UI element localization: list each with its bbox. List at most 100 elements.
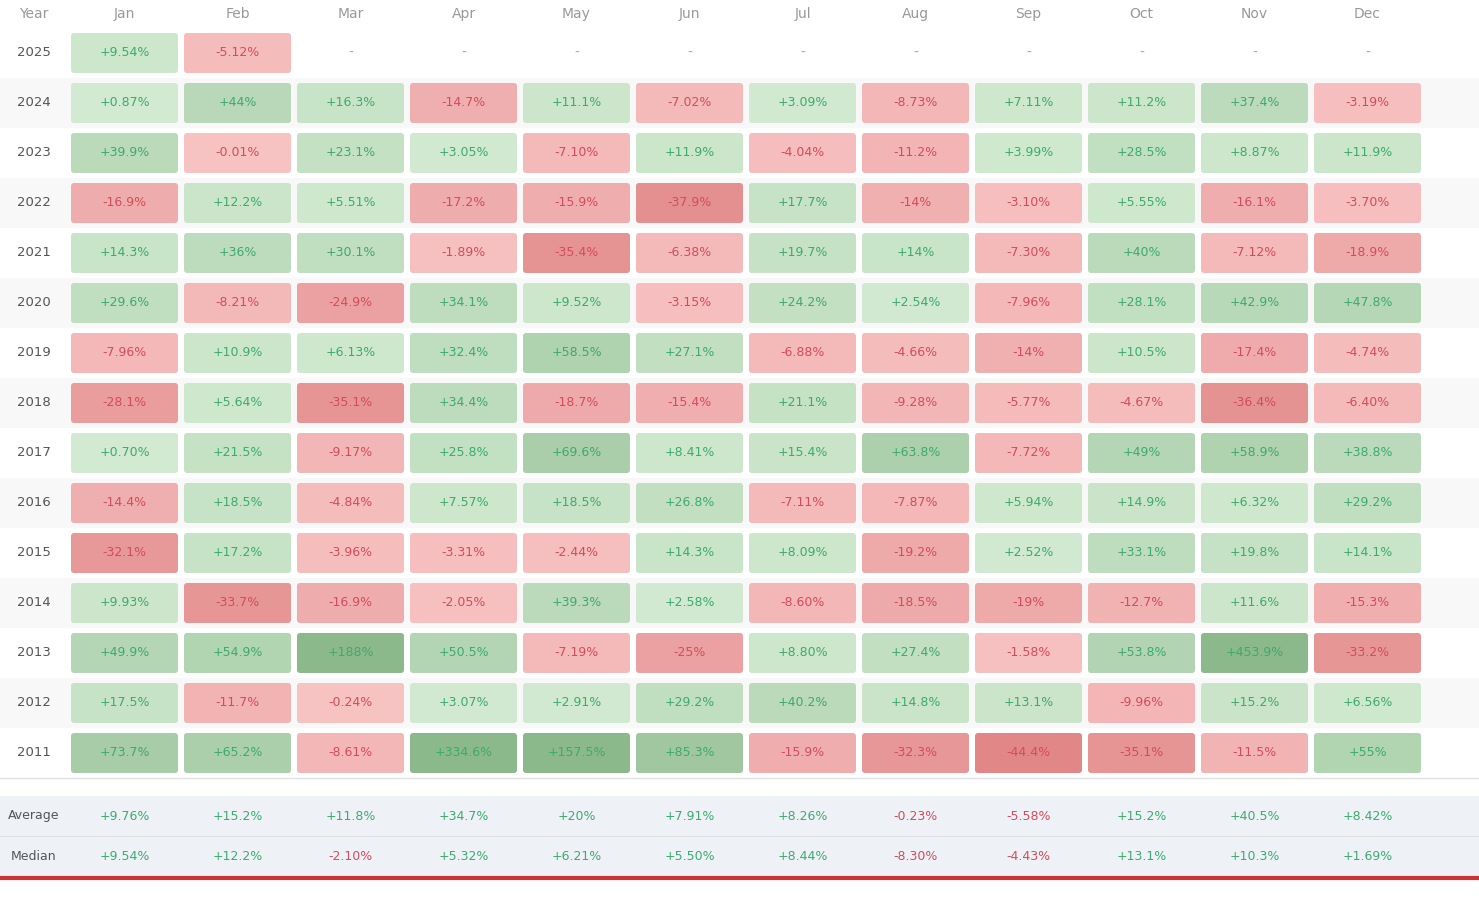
Text: -18.5%: -18.5% [893,596,938,609]
FancyBboxPatch shape [748,333,856,373]
FancyBboxPatch shape [1201,483,1307,523]
Text: +21.5%: +21.5% [213,447,263,460]
Text: Jan: Jan [114,7,135,21]
FancyBboxPatch shape [862,633,969,673]
Text: +23.1%: +23.1% [325,147,376,160]
FancyBboxPatch shape [748,133,856,173]
FancyBboxPatch shape [1313,733,1421,773]
FancyBboxPatch shape [862,83,969,123]
FancyBboxPatch shape [1089,83,1195,123]
FancyBboxPatch shape [975,733,1083,773]
Text: +19.8%: +19.8% [1229,546,1279,559]
Text: -4.84%: -4.84% [328,497,373,509]
Text: -6.40%: -6.40% [1346,397,1390,410]
FancyBboxPatch shape [183,233,291,273]
Text: +3.99%: +3.99% [1003,147,1053,160]
FancyBboxPatch shape [975,583,1083,623]
FancyBboxPatch shape [297,83,404,123]
FancyBboxPatch shape [1313,233,1421,273]
FancyBboxPatch shape [410,233,518,273]
FancyBboxPatch shape [975,483,1083,523]
FancyBboxPatch shape [1089,483,1195,523]
FancyBboxPatch shape [1089,383,1195,423]
Text: +5.64%: +5.64% [213,397,263,410]
FancyBboxPatch shape [975,683,1083,723]
Text: +49.9%: +49.9% [99,646,149,660]
Text: +27.1%: +27.1% [664,346,714,359]
Text: +5.32%: +5.32% [438,849,488,862]
Text: -: - [348,46,353,60]
Bar [0,678,1479,728]
Text: +8.87%: +8.87% [1229,147,1279,160]
Bar [0,0,1479,28]
FancyBboxPatch shape [524,583,630,623]
FancyBboxPatch shape [1089,433,1195,473]
Text: +14.3%: +14.3% [99,246,149,259]
FancyBboxPatch shape [1201,183,1307,223]
FancyBboxPatch shape [748,633,856,673]
Text: -: - [1026,46,1031,60]
FancyBboxPatch shape [975,283,1083,323]
FancyBboxPatch shape [748,233,856,273]
Bar [0,528,1479,578]
Text: +19.7%: +19.7% [778,246,828,259]
FancyBboxPatch shape [183,133,291,173]
Text: +47.8%: +47.8% [1343,296,1393,309]
Text: +53.8%: +53.8% [1117,646,1167,660]
Text: -14.4%: -14.4% [102,497,146,509]
Text: Average: Average [9,809,59,822]
Text: +1.69%: +1.69% [1343,849,1393,862]
Text: -35.4%: -35.4% [555,246,599,259]
Text: +28.1%: +28.1% [1117,296,1167,309]
Text: +36%: +36% [219,246,257,259]
FancyBboxPatch shape [1313,83,1421,123]
FancyBboxPatch shape [975,83,1083,123]
Text: +11.9%: +11.9% [664,147,714,160]
FancyBboxPatch shape [183,733,291,773]
Text: -4.66%: -4.66% [893,346,938,359]
FancyBboxPatch shape [1201,733,1307,773]
FancyBboxPatch shape [297,733,404,773]
Text: +15.2%: +15.2% [1229,697,1279,710]
FancyBboxPatch shape [297,433,404,473]
Text: +8.41%: +8.41% [664,447,714,460]
FancyBboxPatch shape [862,483,969,523]
FancyBboxPatch shape [636,683,742,723]
FancyBboxPatch shape [183,533,291,573]
Text: +38.8%: +38.8% [1343,447,1393,460]
FancyBboxPatch shape [748,583,856,623]
FancyBboxPatch shape [636,383,742,423]
Text: -11.5%: -11.5% [1232,747,1276,760]
Text: +11.2%: +11.2% [1117,97,1167,110]
Text: -9.28%: -9.28% [893,397,938,410]
FancyBboxPatch shape [748,483,856,523]
Bar [0,228,1479,278]
FancyBboxPatch shape [748,533,856,573]
Bar [0,378,1479,428]
Text: -7.10%: -7.10% [555,147,599,160]
FancyBboxPatch shape [862,333,969,373]
Text: +29.6%: +29.6% [99,296,149,309]
Text: +25.8%: +25.8% [438,447,488,460]
FancyBboxPatch shape [748,383,856,423]
FancyBboxPatch shape [410,383,518,423]
Text: +14.1%: +14.1% [1343,546,1393,559]
Text: -6.88%: -6.88% [781,346,825,359]
FancyBboxPatch shape [1089,633,1195,673]
Text: -7.87%: -7.87% [893,497,938,509]
Text: 2024: 2024 [18,97,50,110]
Text: +17.5%: +17.5% [99,697,149,710]
Text: Sep: Sep [1016,7,1041,21]
FancyBboxPatch shape [862,183,969,223]
Text: +24.2%: +24.2% [778,296,828,309]
FancyBboxPatch shape [524,633,630,673]
FancyBboxPatch shape [1313,683,1421,723]
Text: -44.4%: -44.4% [1006,747,1050,760]
FancyBboxPatch shape [1201,333,1307,373]
Text: +34.1%: +34.1% [438,296,488,309]
Text: Aug: Aug [902,7,929,21]
Text: -7.12%: -7.12% [1232,246,1276,259]
Bar [0,428,1479,478]
Bar [0,78,1479,128]
Text: +7.11%: +7.11% [1003,97,1053,110]
